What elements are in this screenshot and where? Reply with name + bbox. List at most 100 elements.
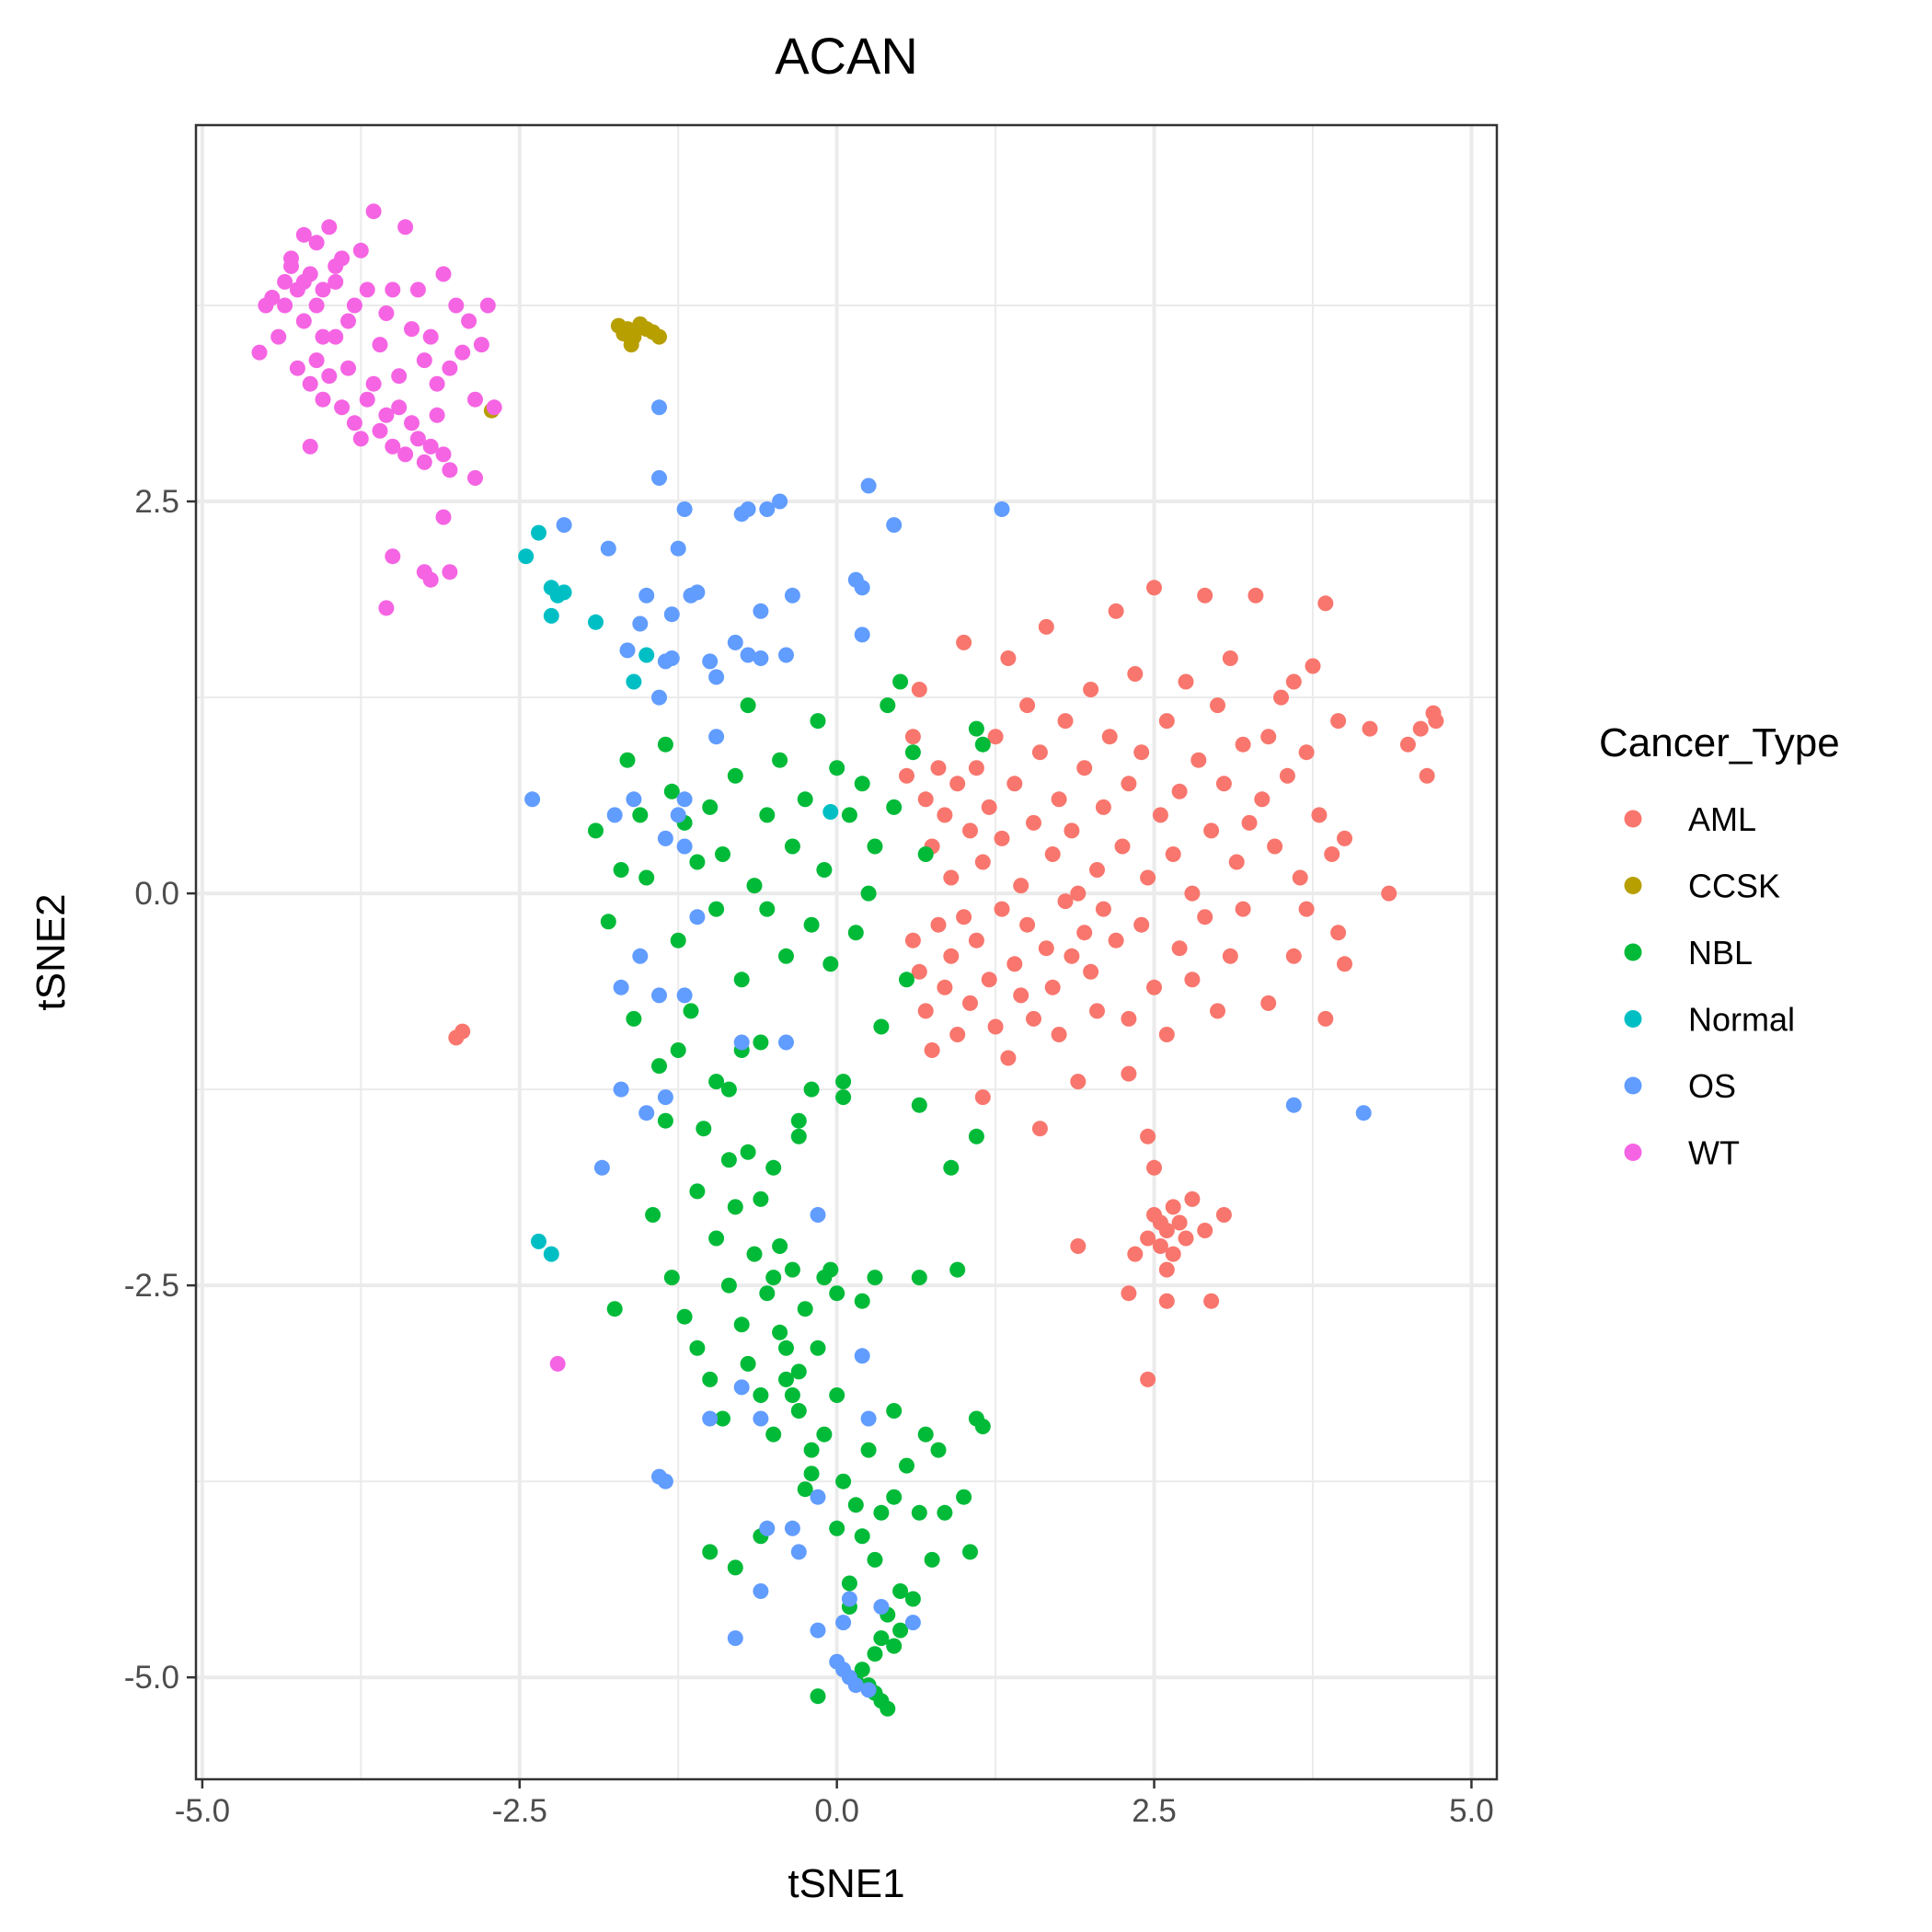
data-point (841, 1591, 857, 1607)
data-point (1057, 893, 1074, 910)
data-point (315, 282, 331, 298)
data-point (778, 948, 794, 964)
data-point (372, 337, 388, 353)
data-point (772, 493, 788, 510)
data-point (847, 1497, 864, 1513)
data-point (733, 972, 750, 988)
data-point (606, 1301, 623, 1317)
data-point (784, 838, 800, 855)
data-point (1158, 1261, 1175, 1278)
data-point (295, 313, 312, 329)
data-point (835, 1473, 852, 1489)
data-point (416, 352, 432, 369)
data-point (981, 972, 997, 988)
data-point (1285, 1097, 1302, 1113)
legend-key (1624, 943, 1642, 961)
data-point (708, 901, 725, 917)
data-point (854, 1348, 870, 1364)
data-point (556, 584, 572, 601)
data-point (638, 587, 655, 604)
data-point (765, 1426, 782, 1443)
data-point (397, 446, 414, 463)
data-point (720, 1277, 737, 1294)
data-point (663, 650, 680, 666)
data-point (867, 1270, 883, 1286)
data-point (702, 799, 719, 815)
data-point (1171, 1214, 1188, 1231)
data-point (854, 1528, 870, 1545)
data-point (663, 1270, 680, 1286)
data-point (1076, 925, 1093, 941)
data-point (886, 517, 903, 534)
data-point (746, 878, 763, 894)
data-point (810, 1688, 826, 1705)
data-point (321, 368, 338, 385)
data-point (302, 438, 318, 454)
data-point (422, 571, 439, 588)
data-point (778, 1340, 794, 1356)
data-point (689, 909, 706, 926)
data-point (1305, 658, 1321, 674)
data-point (1222, 650, 1238, 666)
data-point (892, 1583, 909, 1599)
data-point (974, 1089, 991, 1106)
data-point (797, 1481, 813, 1498)
legend-item-normal: Normal (1624, 1001, 1795, 1039)
legend-label: Normal (1688, 1001, 1795, 1039)
data-point (1184, 972, 1201, 988)
data-point (1355, 1105, 1372, 1121)
data-point (753, 1190, 769, 1207)
data-point (708, 729, 725, 745)
data-point (873, 1599, 890, 1615)
data-point (442, 564, 458, 581)
legend-label: CCSK (1688, 868, 1780, 905)
data-point (797, 791, 813, 808)
data-point (803, 1442, 820, 1458)
legend-item-nbl: NBL (1624, 934, 1753, 972)
legend: Cancer_Type AML CCSK NBL Normal OS WT (1599, 720, 1840, 1172)
data-point (759, 807, 776, 823)
data-point (670, 540, 686, 557)
data-point (645, 1207, 661, 1223)
data-point (448, 297, 465, 314)
data-point (702, 1371, 719, 1387)
legend-key (1624, 1010, 1642, 1028)
data-point (854, 1293, 870, 1309)
data-point (968, 760, 984, 776)
data-point (810, 1489, 826, 1505)
legend-item-wt: WT (1624, 1134, 1740, 1172)
data-point (531, 1233, 546, 1249)
data-point (334, 399, 351, 416)
data-point (930, 760, 947, 776)
data-point (899, 767, 914, 784)
data-point (1171, 783, 1188, 799)
data-point (632, 615, 649, 632)
data-point (340, 360, 356, 376)
data-point (765, 1270, 782, 1286)
data-point (638, 1105, 655, 1121)
data-point (886, 799, 903, 815)
legend-key (1624, 810, 1642, 828)
data-point (797, 1301, 813, 1317)
data-point (479, 297, 496, 314)
data-point (873, 1504, 890, 1521)
legend-label: WT (1688, 1134, 1740, 1172)
data-point (759, 501, 776, 517)
legend-key (1624, 1144, 1642, 1161)
data-point (359, 282, 375, 298)
data-point (1285, 673, 1302, 690)
data-point (753, 603, 769, 619)
data-point (1317, 1010, 1334, 1027)
data-point (416, 454, 432, 470)
data-point (841, 807, 857, 823)
data-point (346, 415, 362, 431)
data-point (1267, 838, 1283, 855)
data-point (1146, 979, 1162, 995)
data-point (409, 431, 426, 447)
data-point (854, 776, 870, 792)
legend-item-aml: AML (1624, 800, 1756, 838)
data-point (904, 1591, 921, 1607)
data-point (676, 838, 693, 855)
data-point (740, 647, 756, 663)
